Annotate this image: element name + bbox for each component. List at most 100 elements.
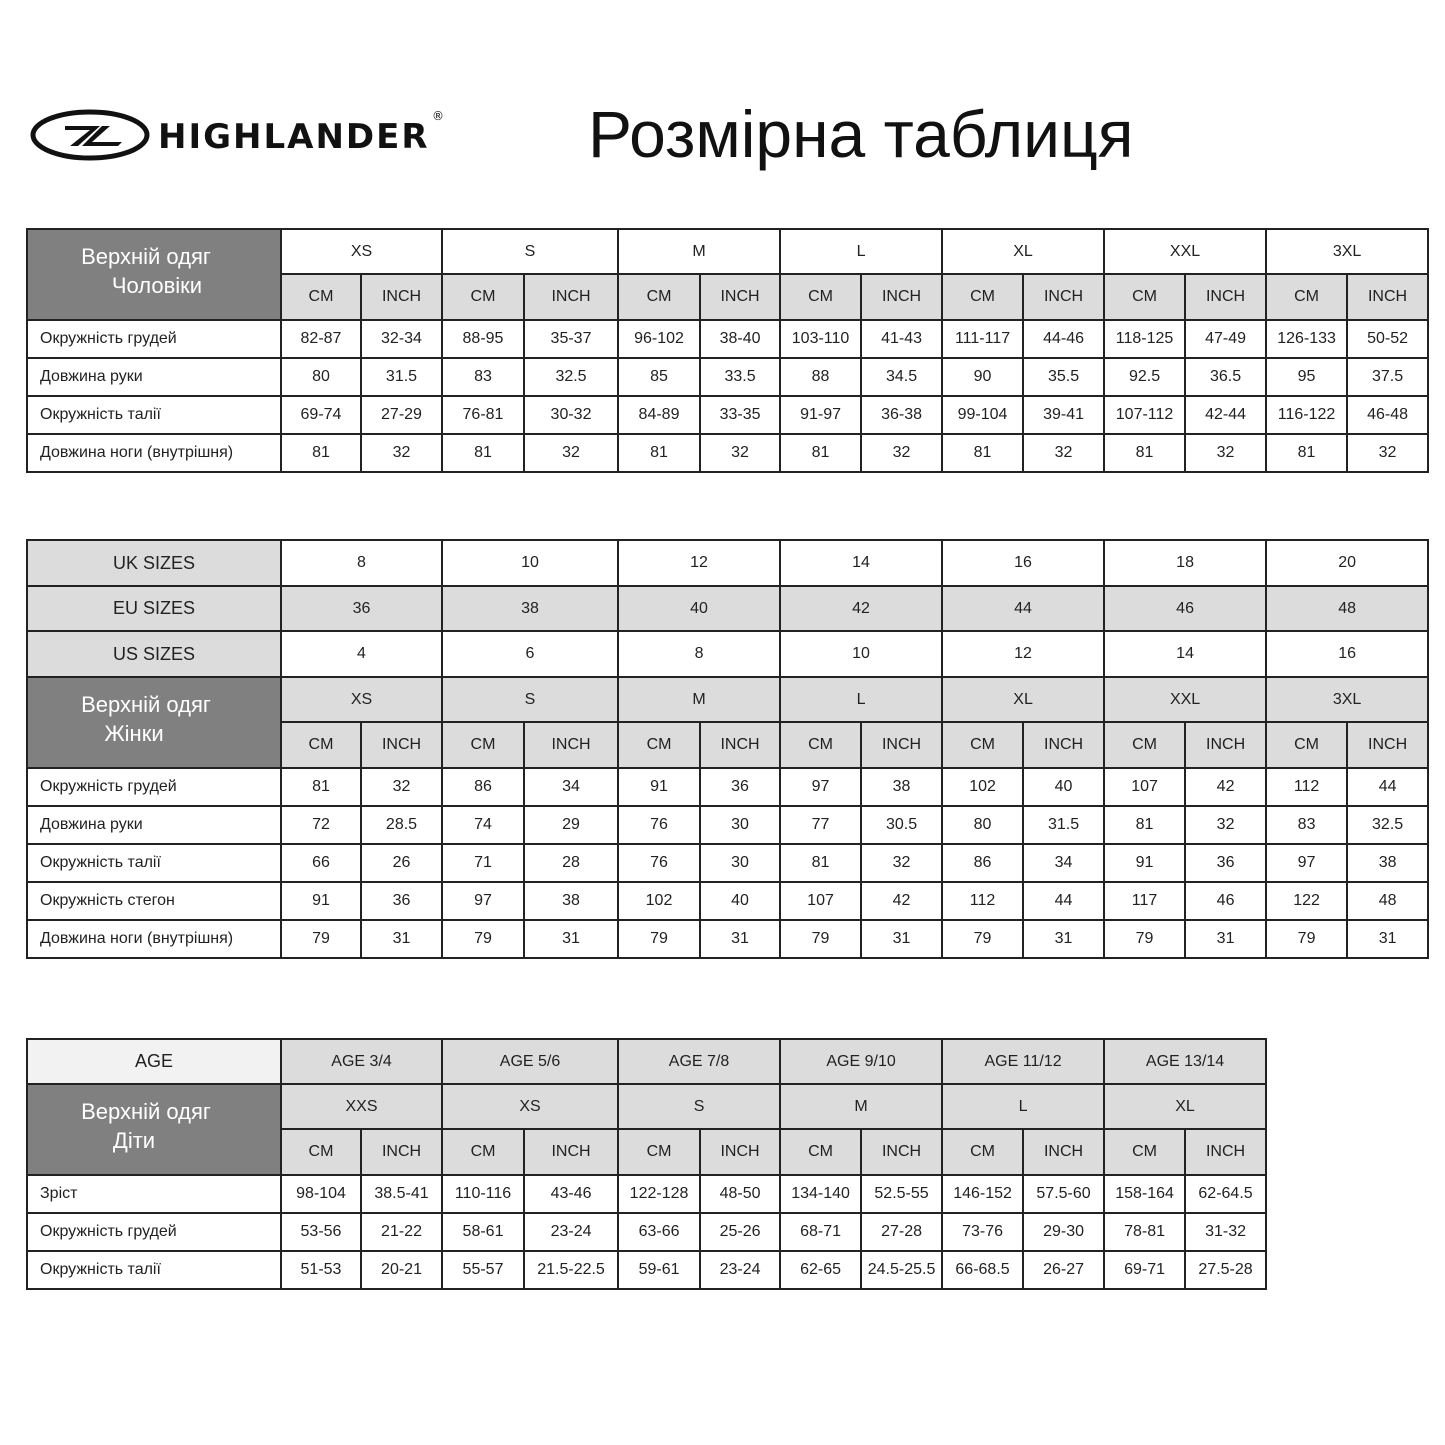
measurement-value: 79 [779, 919, 863, 959]
measurement-label: Окружність грудей [26, 319, 282, 359]
measurement-value: 90 [941, 357, 1025, 397]
measurement-value: 79 [1265, 919, 1349, 959]
age-header: AGE 5/6 [441, 1038, 620, 1085]
measurement-value: 84-89 [617, 395, 702, 435]
measurement-value: 32 [860, 433, 944, 473]
size-header: 3XL [1265, 676, 1430, 723]
conversion-value: 8 [280, 539, 443, 587]
measurement-value: 85 [617, 357, 702, 397]
measurement-value: 83 [441, 357, 525, 397]
measurement-value: 81 [779, 843, 863, 883]
heading-line: Верхній одяг [81, 692, 211, 717]
measurement-row: Окружність стегон 91 36 97 38 102 40 107 42 112 44… [26, 881, 1430, 921]
measurement-value: 32 [360, 767, 443, 807]
measurement-value: 30.5 [860, 805, 944, 845]
measurement-value: 37.5 [1346, 357, 1430, 397]
age-header: AGE 3/4 [279, 1038, 444, 1085]
measurement-value: 57.5-60 [1022, 1174, 1106, 1214]
measurement-row: Окружність талії 51-53 20-21 55-57 21.5-22.5… [26, 1250, 1268, 1290]
conversion-value: 46 [1103, 585, 1268, 632]
measurement-value: 62-65 [779, 1250, 863, 1290]
unit-cm: CM [441, 721, 525, 769]
measurement-value: 53-56 [280, 1212, 362, 1252]
measurement-value: 66-68.5 [941, 1250, 1025, 1290]
section-heading: Верхній одяг Чоловіки [26, 228, 282, 321]
conversion-row: US SIZES 4 6 8 10 12 14 16 [26, 630, 1430, 678]
unit-inch: INCH [860, 273, 944, 321]
conversion-value: 40 [617, 585, 782, 632]
measurement-value: 111-117 [941, 319, 1025, 359]
measurement-value: 81 [280, 433, 362, 473]
measurement-value: 32 [1346, 433, 1430, 473]
measurement-value: 79 [1103, 919, 1187, 959]
measurement-value: 80 [280, 357, 362, 397]
measurement-value: 21-22 [359, 1212, 444, 1252]
measurement-value: 26 [360, 843, 443, 883]
measurement-value: 31 [1346, 919, 1430, 959]
unit-inch: INCH [1022, 273, 1106, 321]
measurement-value: 91 [1103, 843, 1187, 883]
unit-inch: INCH [1184, 1128, 1268, 1176]
unit-cm: CM [1103, 273, 1187, 321]
measurement-label: Довжина руки [26, 805, 282, 845]
measurement-label: Довжина ноги (внутрішня) [26, 433, 282, 473]
measurement-value: 116-122 [1265, 395, 1349, 435]
heading-line: Верхній одяг [81, 244, 211, 269]
measurement-value: 91 [280, 881, 362, 921]
measurement-value: 31-32 [1184, 1212, 1268, 1252]
unit-inch: INCH [1346, 273, 1430, 321]
measurement-label: Довжина ноги (внутрішня) [26, 919, 282, 959]
size-header: XL [941, 228, 1106, 275]
measurement-value: 81 [441, 433, 525, 473]
size-header: XXL [1103, 676, 1268, 723]
unit-inch: INCH [860, 1128, 944, 1176]
measurement-row: Довжина ноги (внутрішня) 81 32 81 32 81 32 81 32… [26, 433, 1430, 473]
measurement-value: 122 [1265, 881, 1349, 921]
conversion-value: 10 [440, 539, 620, 587]
measurement-value: 107 [779, 881, 863, 921]
measurement-value: 95 [1265, 357, 1349, 397]
measurement-row: Довжина руки 72 28.5 74 29 76 30 77 30.5 80 31.5 81… [26, 805, 1430, 845]
conversion-row: UK SIZES 8 10 12 14 16 18 20 [26, 539, 1430, 587]
measurement-label: Окружність стегон [26, 881, 282, 921]
unit-cm: CM [941, 273, 1025, 321]
conversion-value: 8 [617, 630, 782, 678]
measurement-value: 34.5 [860, 357, 944, 397]
measurement-value: 97 [779, 767, 863, 807]
unit-inch: INCH [699, 273, 782, 321]
measurement-value: 39-41 [1022, 395, 1106, 435]
measurement-value: 81 [1265, 433, 1349, 473]
measurement-value: 86 [441, 767, 525, 807]
men-size-table: Верхній одяг Чоловіки XS S M L XL XXL 3XL CM INCH C… [26, 228, 1430, 473]
conversion-value: 48 [1265, 585, 1430, 632]
heading-line: Жінки [104, 721, 164, 746]
measurement-value: 74 [441, 805, 525, 845]
measurement-value: 97 [441, 881, 525, 921]
measurement-value: 24.5-25.5 [860, 1250, 944, 1290]
measurement-value: 80 [941, 805, 1025, 845]
measurement-value: 158-164 [1103, 1174, 1187, 1214]
measurement-value: 42 [860, 881, 944, 921]
measurement-value: 91 [617, 767, 702, 807]
unit-row: CM INCH CM INCH CM INCH CM INCH CM INCH CM INCH CM IN… [27, 273, 1430, 321]
measurement-value: 110-116 [441, 1174, 526, 1214]
conversion-value: 18 [1103, 539, 1268, 587]
measurement-value: 38-40 [699, 319, 782, 359]
measurement-value: 103-110 [779, 319, 863, 359]
measurement-value: 97 [1265, 843, 1349, 883]
unit-row: CM INCH CM INCH CM INCH CM INCH CM INCH CM INCH CM IN… [27, 721, 1430, 769]
size-header: XS [280, 228, 443, 275]
measurement-value: 38 [1346, 843, 1430, 883]
measurement-row: Окружність грудей 53-56 21-22 58-61 23-24 63-… [26, 1212, 1268, 1252]
measurement-value: 112 [1265, 767, 1349, 807]
measurement-value: 36 [699, 767, 782, 807]
heading-line: Діти [112, 1128, 156, 1153]
measurement-row: Окружність грудей 81 32 86 34 91 36 97 38 102 40 10… [26, 767, 1430, 807]
size-header: L [779, 228, 944, 275]
measurement-value: 30-32 [522, 395, 620, 435]
measurement-value: 76 [617, 805, 702, 845]
size-header: 3XL [1265, 228, 1430, 275]
unit-cm: CM [779, 273, 863, 321]
measurement-value: 36 [1184, 843, 1268, 883]
measurement-value: 33-35 [699, 395, 782, 435]
